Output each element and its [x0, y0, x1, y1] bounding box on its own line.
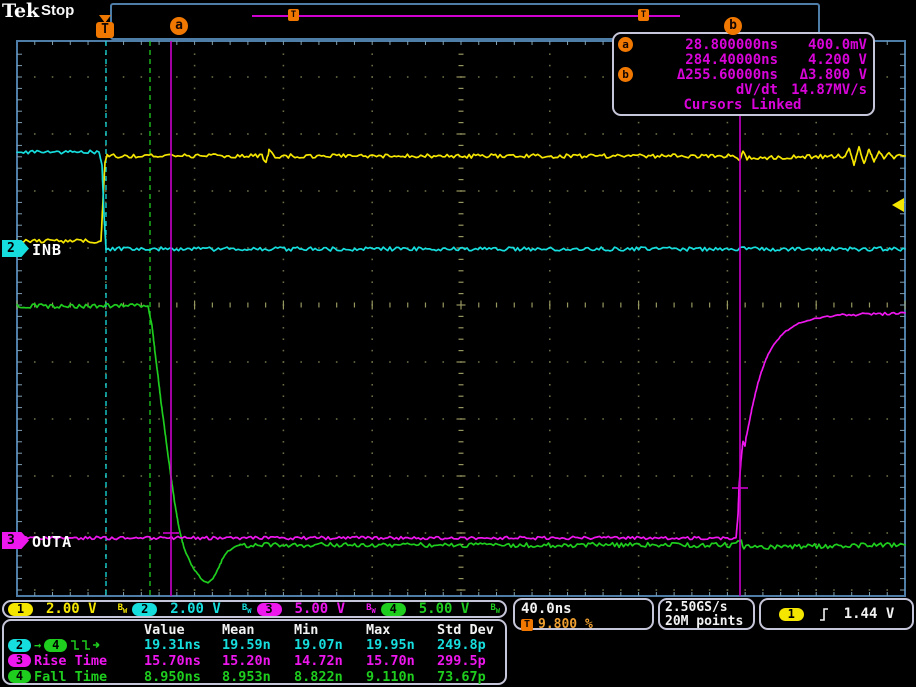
meas-cell: 19.95n — [366, 637, 415, 654]
bandwidth-limit-icon: BW — [366, 603, 376, 615]
acquisition-status: Stop — [41, 2, 75, 19]
meas-cell: 73.67p — [437, 668, 486, 685]
cursor-a-value: 400.0mV — [807, 36, 867, 53]
channel-4-scale-readout[interactable]: 4 5.00 V BW — [380, 601, 505, 617]
channel-3-badge: 3 — [256, 602, 282, 616]
record-trigger-icon: T — [288, 9, 299, 21]
channel-3-marker[interactable]: 3 — [2, 532, 29, 549]
meas-cell: 8.950ns — [144, 668, 201, 685]
meas-cell: 8.953n — [222, 668, 271, 685]
col-header-value: Value — [144, 621, 185, 638]
cursor-delta-time: Δ255.60000ns — [676, 66, 778, 83]
measurement-row-falltime-label[interactable]: 4 Fall Time — [8, 669, 144, 685]
ch1-trace — [16, 145, 906, 244]
meas-cell: 15.70n — [366, 652, 415, 669]
measurement-table: Value Mean Min Max Std Dev 2 → 4 19.31ns… — [2, 619, 507, 685]
channel-2-scale-readout[interactable]: 2 2.00 V BW — [132, 601, 256, 617]
meas-cell: 19.59n — [222, 637, 271, 654]
record-view-cursor-span — [252, 15, 680, 17]
col-header-min: Min — [294, 621, 319, 638]
arrow-icon: → — [34, 638, 42, 653]
cursor-delta-value: Δ3.800 V — [799, 66, 867, 83]
meas-cell: 249.8p — [437, 637, 486, 654]
trigger-position-badge[interactable]: T — [96, 22, 114, 38]
meas-cell: 15.70ns — [144, 652, 201, 669]
channel-1-scale-readout[interactable]: 1 2.00 V BW — [8, 601, 132, 617]
channel-3-badge: 3 — [8, 654, 31, 668]
trigger-settings-box[interactable]: 1 1.44 V — [759, 598, 914, 630]
channel-4-badge: 4 — [44, 638, 68, 652]
measurement-row-risetime-label[interactable]: 3 Rise Time — [8, 653, 144, 669]
channel-3-scale-readout[interactable]: 3 5.00 V BW — [256, 601, 381, 617]
horizontal-settings-box[interactable]: 40.0ns T 9.800 % — [513, 598, 654, 632]
rising-edge-icon — [819, 607, 828, 621]
sample-rate: 2.50GS/s — [665, 600, 728, 615]
ch2-trace — [16, 149, 906, 252]
cursor-b-time: 284.40000ns — [685, 51, 778, 68]
channel-4-scale: 5.00 V — [418, 601, 470, 617]
meas-cell: 15.20n — [222, 652, 271, 669]
delay-measurement-icon — [71, 640, 100, 651]
channel-3-scale: 5.00 V — [294, 601, 346, 617]
channel-2-scale: 2.00 V — [170, 601, 221, 617]
acquisition-info-box[interactable]: 2.50GS/s 20M points — [658, 598, 755, 630]
trigger-source-badge: 1 — [778, 607, 804, 621]
tek-logo: Tek — [2, 0, 40, 22]
cursor-a-icon: a — [618, 37, 633, 53]
ch3-trace — [16, 311, 906, 541]
bandwidth-limit-icon: BW — [241, 603, 252, 615]
trigger-position-icon: T — [521, 618, 533, 631]
trigger-position-arrow-icon — [99, 15, 111, 23]
channel-scale-bar: 1 2.00 V BW 2 2.00 V BW 3 5.00 V BW 4 5.… — [2, 600, 507, 618]
cursor-b-value: 4.200 V — [807, 51, 867, 68]
channel-2-badge: 2 — [8, 638, 31, 652]
cursors-linked-label: Cursors Linked — [683, 97, 802, 114]
cursor-readout-panel: a 28.800000ns 400.0mV 284.40000ns 4.200 … — [612, 32, 875, 116]
trigger-level-arrow-icon[interactable] — [892, 198, 904, 212]
trigger-position-percent: 9.800 % — [538, 617, 593, 632]
channel-4-badge: 4 — [380, 602, 406, 616]
channel-2-badge: 2 — [132, 602, 158, 616]
cursor-b-icon: b — [618, 67, 633, 83]
col-header-max: Max — [366, 621, 391, 638]
record-length: 20M points — [665, 614, 744, 629]
col-header-stddev: Std Dev — [437, 621, 494, 638]
bandwidth-limit-icon: BW — [490, 603, 500, 615]
channel-1-scale: 2.00 V — [46, 601, 97, 617]
measurement-row-delay-label[interactable]: 2 → 4 — [8, 638, 144, 652]
cursor-b-badge[interactable]: b — [724, 17, 742, 35]
channel-1-badge: 1 — [8, 602, 33, 616]
meas-cell: 14.72n — [294, 652, 343, 669]
meas-cell: 19.07n — [294, 637, 343, 654]
channel-4-badge: 4 — [8, 670, 31, 684]
timebase-readout: 40.0ns — [521, 601, 572, 617]
channel-2-marker[interactable]: 2 — [2, 240, 29, 257]
channel-3-label: OUTA — [32, 533, 73, 551]
dvdt-value: 14.87MV/s — [791, 82, 867, 99]
trigger-level: 1.44 V — [843, 606, 895, 622]
channel-2-label: INB — [32, 241, 63, 259]
meas-cell: 19.31ns — [144, 637, 201, 654]
ch4-trace — [16, 302, 906, 584]
meas-cell: 8.822n — [294, 668, 343, 685]
dvdt-label: dV/dt — [735, 82, 778, 99]
record-trigger-icon-2: T — [638, 9, 649, 21]
bandwidth-limit-icon: BW — [117, 603, 128, 615]
cursor-a-badge[interactable]: a — [170, 17, 188, 35]
meas-cell: 299.5p — [437, 652, 486, 669]
col-header-mean: Mean — [222, 621, 255, 638]
meas-cell: 9.110n — [366, 668, 415, 685]
cursor-a-time: 28.800000ns — [685, 36, 778, 53]
